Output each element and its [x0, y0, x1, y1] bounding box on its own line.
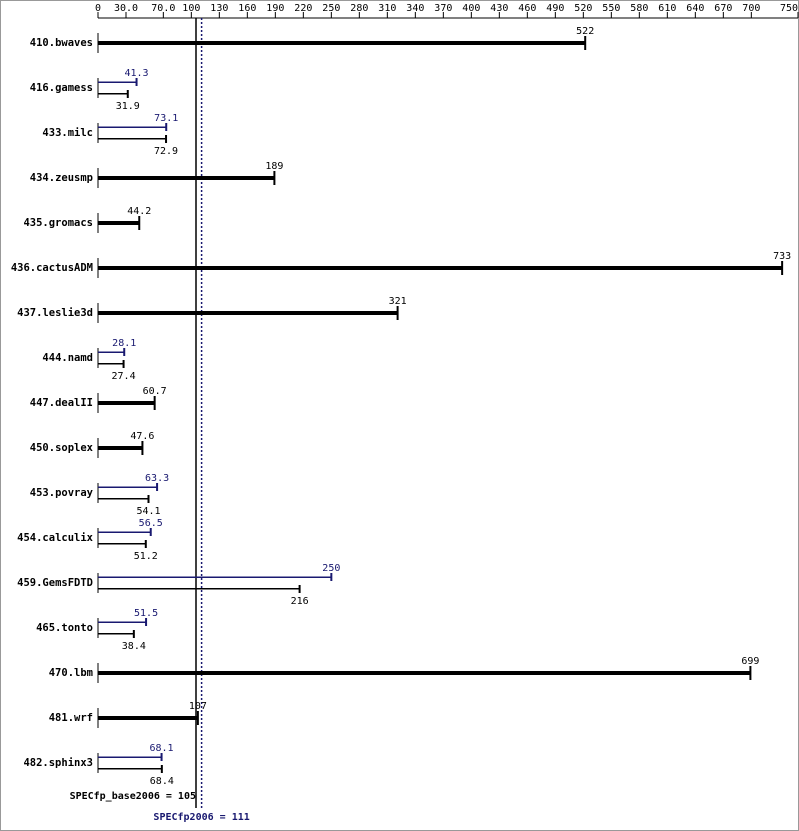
x-tick-label: 580: [630, 3, 648, 14]
x-tick-label: 190: [266, 3, 284, 14]
category-label: 482.sphinx3: [23, 757, 93, 769]
bar: [98, 93, 128, 95]
value-label: 51.2: [134, 551, 158, 562]
category-label: 465.tonto: [36, 622, 93, 634]
value-label: 44.2: [127, 206, 151, 217]
bar: [98, 363, 124, 365]
x-tick-label: 700: [742, 3, 760, 14]
value-label: 38.4: [122, 641, 146, 652]
value-label: 63.3: [145, 473, 169, 484]
value-label: 27.4: [112, 371, 136, 382]
category-label: 410.bwaves: [30, 37, 93, 49]
value-label: 47.6: [130, 431, 154, 442]
category-label: 416.gamess: [30, 82, 93, 94]
bar: [98, 756, 162, 758]
value-label: 733: [773, 251, 791, 262]
bar: [98, 311, 398, 315]
bar: [98, 401, 155, 405]
value-label: 56.5: [139, 518, 163, 529]
x-tick-label: 750: [780, 3, 798, 14]
x-tick-label: 340: [406, 3, 424, 14]
value-label: 73.1: [154, 113, 178, 124]
category-label: 459.GemsFDTD: [17, 577, 93, 589]
bar: [98, 621, 147, 623]
x-tick-label: 130: [210, 3, 228, 14]
value-label: 522: [576, 26, 594, 37]
x-tick-label: 670: [714, 3, 732, 14]
bar: [98, 221, 140, 225]
bar: [98, 81, 137, 83]
value-label: 51.5: [134, 608, 158, 619]
bar: [98, 41, 586, 45]
category-label: 454.calculix: [17, 532, 94, 544]
reference-label: SPECfp2006 = 111: [153, 812, 249, 823]
bar: [98, 576, 332, 578]
x-tick-label: 30.0: [114, 3, 138, 14]
bar: [98, 716, 198, 720]
x-tick-label: 400: [462, 3, 480, 14]
value-label: 68.4: [150, 776, 174, 787]
bar: [98, 176, 275, 180]
category-label: 447.dealII: [30, 397, 93, 409]
category-label: 481.wrf: [49, 712, 93, 724]
category-label: 437.leslie3d: [17, 307, 93, 319]
x-tick-label: 430: [490, 3, 508, 14]
bar: [98, 266, 783, 270]
value-label: 31.9: [116, 101, 140, 112]
x-tick-label: 550: [602, 3, 620, 14]
x-tick-label: 310: [378, 3, 396, 14]
bar: [98, 446, 143, 450]
x-tick-label: 100: [182, 3, 200, 14]
category-label: 434.zeusmp: [30, 172, 93, 184]
x-tick-label: 250: [322, 3, 340, 14]
value-label: 189: [265, 161, 283, 172]
x-tick-label: 0: [95, 3, 101, 14]
value-label: 699: [741, 656, 759, 667]
x-tick-label: 460: [518, 3, 536, 14]
category-label: 470.lbm: [49, 667, 93, 679]
category-label: 433.milc: [42, 127, 93, 139]
bar: [98, 351, 125, 353]
category-label: 436.cactusADM: [11, 262, 93, 274]
bar: [98, 531, 151, 533]
x-tick-label: 220: [294, 3, 312, 14]
value-label: 216: [291, 596, 309, 607]
bar: [98, 486, 158, 488]
x-tick-label: 280: [350, 3, 368, 14]
value-label: 107: [189, 701, 207, 712]
value-label: 28.1: [112, 338, 136, 349]
category-label: 453.povray: [30, 487, 94, 499]
value-label: 68.1: [150, 743, 174, 754]
bar: [98, 543, 146, 545]
value-label: 54.1: [136, 506, 160, 517]
x-tick-label: 610: [658, 3, 676, 14]
bar: [98, 768, 162, 770]
x-tick-label: 70.0: [151, 3, 175, 14]
value-label: 250: [322, 563, 340, 574]
bar: [98, 138, 167, 140]
value-label: 60.7: [143, 386, 167, 397]
x-tick-label: 640: [686, 3, 704, 14]
value-label: 72.9: [154, 146, 178, 157]
category-label: 450.soplex: [30, 442, 94, 454]
bar: [98, 633, 134, 635]
x-tick-label: 370: [434, 3, 452, 14]
category-label: 444.namd: [42, 352, 93, 364]
value-label: 321: [389, 296, 407, 307]
bar: [98, 498, 149, 500]
bar: [98, 671, 751, 675]
x-tick-label: 490: [546, 3, 564, 14]
category-label: 435.gromacs: [23, 217, 93, 229]
bar: [98, 588, 300, 590]
x-tick-label: 160: [238, 3, 256, 14]
bar: [98, 126, 167, 128]
value-label: 41.3: [124, 68, 148, 79]
x-tick-label: 520: [574, 3, 592, 14]
reference-label: SPECfp_base2006 = 105: [70, 791, 196, 802]
